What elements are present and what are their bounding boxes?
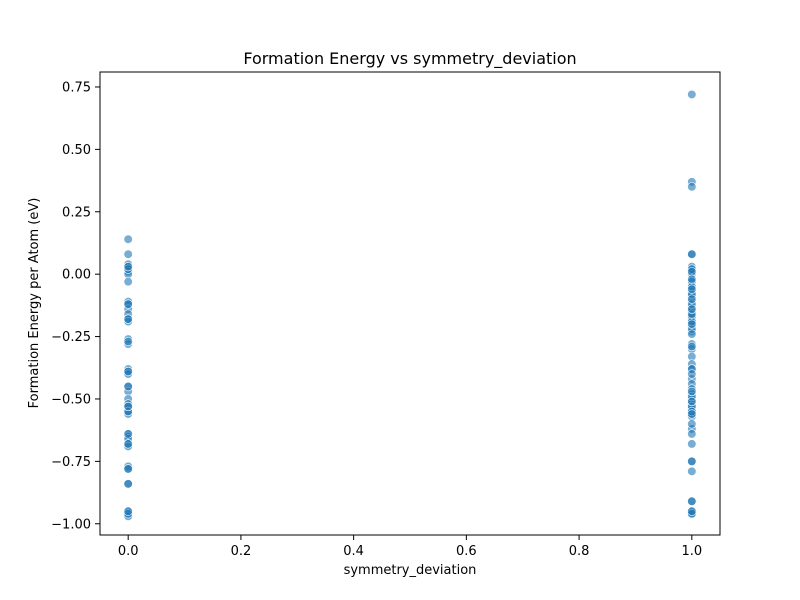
y-tick-label: 0.50	[62, 143, 91, 158]
scatter-point	[123, 479, 133, 489]
scatter-point	[687, 182, 697, 192]
scatter-point	[687, 341, 697, 352]
scatter-point	[123, 366, 133, 377]
scatter-point	[687, 284, 697, 294]
y-tick-label: −0.25	[51, 330, 91, 345]
x-tick-label: 0.2	[231, 544, 252, 559]
x-tick-label: 0.6	[456, 544, 477, 559]
scatter-point	[687, 329, 697, 339]
x-tick-label: 0.4	[343, 544, 364, 559]
y-tick-label: −1.00	[51, 517, 91, 532]
scatter-point	[687, 466, 697, 476]
scatter-point	[687, 456, 697, 466]
scatter-point	[687, 369, 697, 379]
y-tick-label: 0.25	[62, 205, 91, 220]
scatter-point	[687, 89, 697, 100]
scatter-point	[123, 314, 133, 324]
scatter-point	[687, 496, 697, 506]
points-layer	[123, 89, 697, 521]
scatter-point	[687, 439, 697, 449]
scatter-point	[687, 319, 697, 329]
y-axis-label: Formation Energy per Atom (eV)	[27, 198, 42, 409]
scatter-point	[123, 464, 133, 474]
scatter-point	[687, 429, 697, 439]
y-tick-label: 0.00	[62, 268, 91, 283]
scatter-point	[687, 419, 697, 429]
y-tick-label: −0.50	[51, 392, 91, 407]
scatter-point	[687, 506, 697, 516]
scatter-point	[123, 277, 133, 287]
chart-title: Formation Energy vs symmetry_deviation	[243, 49, 576, 69]
scatter-point	[687, 409, 697, 419]
scatter-point	[123, 262, 133, 272]
scatter-point	[687, 396, 697, 407]
x-axis-ticks: 0.0 0.2 0.4 0.6 0.8 1.0	[118, 535, 702, 559]
scatter-point	[123, 439, 133, 449]
scatter-point	[687, 249, 697, 259]
x-tick-label: 0.8	[569, 544, 590, 559]
plot-frame	[99, 71, 721, 536]
scatter-point	[123, 249, 133, 259]
scatter-point	[123, 506, 133, 516]
scatter-point	[123, 299, 133, 309]
scatter-point	[123, 336, 133, 347]
scatter-point	[687, 294, 697, 304]
x-axis-label: symmetry_deviation	[344, 563, 477, 578]
scatter-point	[123, 381, 133, 392]
scatter-point	[687, 274, 697, 284]
scatter-point	[123, 401, 133, 412]
scatter-point	[123, 429, 133, 439]
x-tick-label: 1.0	[681, 544, 702, 559]
scatter-point	[687, 304, 697, 314]
y-tick-label: 0.75	[62, 80, 91, 95]
scatter-point	[123, 234, 133, 244]
y-axis-ticks: −1.00 −0.75 −0.50 −0.25 0.00 0.25 0.50 0.75	[51, 80, 100, 532]
x-tick-label: 0.0	[118, 544, 139, 559]
scatter-point	[687, 386, 697, 397]
y-tick-label: −0.75	[51, 455, 91, 470]
